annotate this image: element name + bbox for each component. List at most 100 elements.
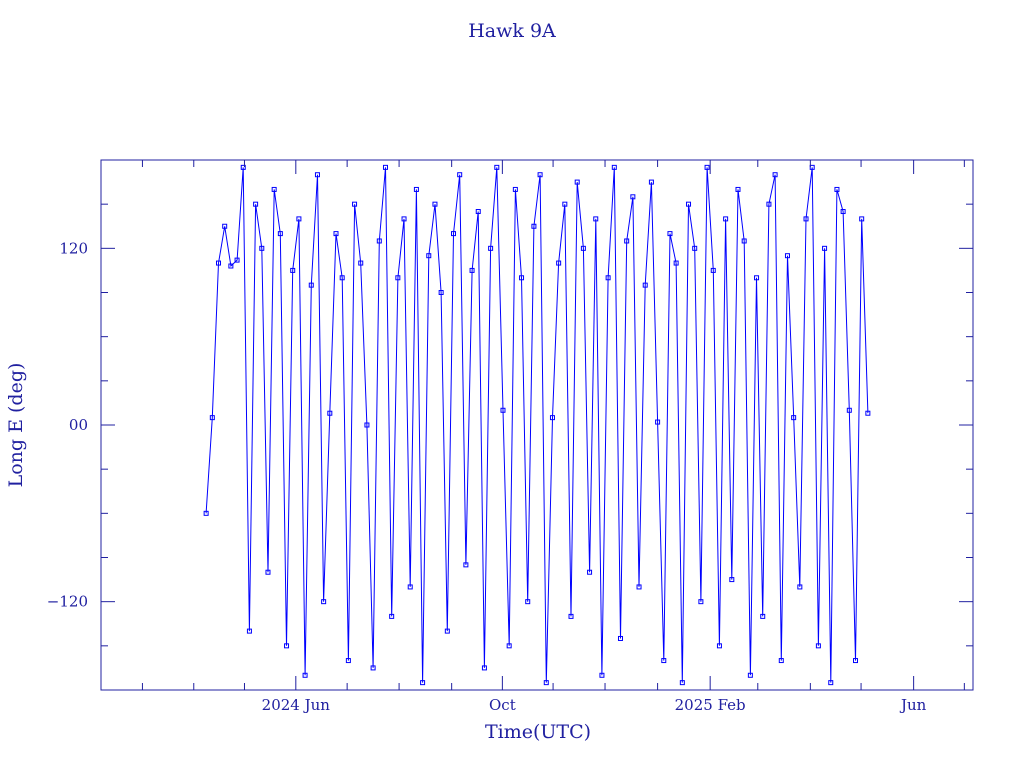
data-point	[661, 658, 667, 664]
data-point	[729, 577, 735, 583]
data-point	[426, 253, 432, 259]
data-point	[333, 231, 339, 237]
data-point	[228, 263, 234, 269]
data-point	[339, 275, 345, 281]
data-point	[463, 562, 469, 568]
data-point	[314, 172, 320, 178]
data-point	[475, 209, 481, 215]
data-point	[413, 186, 419, 192]
y-axis-label: Long E (deg)	[5, 363, 27, 488]
data-point	[605, 275, 611, 281]
data-point	[834, 186, 840, 192]
data-point	[846, 407, 852, 413]
data-point	[308, 282, 314, 288]
data-point	[370, 665, 376, 671]
data-point	[519, 275, 525, 281]
x-tick-label: Jun	[899, 696, 927, 714]
data-point	[766, 201, 772, 207]
data-point	[704, 164, 710, 170]
data-point	[376, 238, 382, 244]
data-point	[240, 164, 246, 170]
data-point	[667, 231, 673, 237]
data-point	[840, 209, 846, 215]
data-point	[488, 245, 494, 251]
x-axis-label: Time(UTC)	[485, 721, 591, 743]
data-point	[296, 216, 302, 222]
data-point	[512, 186, 518, 192]
data-point	[352, 201, 358, 207]
data-point	[698, 599, 704, 605]
data-point	[389, 613, 395, 619]
data-point	[735, 186, 741, 192]
plot-area	[203, 164, 871, 686]
data-point	[407, 584, 413, 590]
data-point	[382, 164, 388, 170]
data-point	[692, 245, 698, 251]
data-point	[568, 613, 574, 619]
data-point	[345, 658, 351, 664]
data-point	[828, 680, 834, 686]
data-point	[797, 584, 803, 590]
data-point	[852, 658, 858, 664]
data-point	[358, 260, 364, 266]
data-point	[209, 415, 215, 421]
data-point	[500, 407, 506, 413]
data-point	[302, 672, 308, 678]
data-point	[716, 643, 722, 649]
data-point	[655, 419, 661, 425]
data-point	[710, 267, 716, 273]
data-point	[636, 584, 642, 590]
plot-frame	[100, 159, 974, 691]
y-tick-label: 00	[69, 416, 88, 434]
data-point	[648, 179, 654, 185]
data-point	[815, 643, 821, 649]
y-tick-label: −120	[47, 593, 88, 611]
data-point	[481, 665, 487, 671]
data-point	[531, 223, 537, 229]
data-point	[203, 510, 209, 516]
data-point	[791, 415, 797, 421]
data-point	[822, 245, 828, 251]
data-point	[859, 216, 865, 222]
data-point	[611, 164, 617, 170]
data-point	[865, 410, 871, 416]
data-point	[457, 172, 463, 178]
data-point	[222, 223, 228, 229]
data-point	[803, 216, 809, 222]
x-tick-label: 2024 Jun	[262, 696, 331, 714]
data-line	[205, 167, 869, 683]
data-point	[265, 569, 271, 575]
data-point	[617, 635, 623, 641]
data-point	[494, 164, 500, 170]
data-point	[624, 238, 630, 244]
data-point	[679, 680, 685, 686]
data-point	[537, 172, 543, 178]
data-point	[543, 680, 549, 686]
data-point	[630, 194, 636, 200]
data-point	[271, 186, 277, 192]
data-point	[772, 172, 778, 178]
data-point	[395, 275, 401, 281]
x-tick-label: 2025 Feb	[675, 696, 746, 714]
data-point	[784, 253, 790, 259]
data-point	[673, 260, 679, 266]
data-point	[259, 245, 265, 251]
data-point	[506, 643, 512, 649]
data-point	[290, 267, 296, 273]
data-point	[760, 613, 766, 619]
data-point	[754, 275, 760, 281]
chart-title: Hawk 9A	[468, 20, 556, 42]
data-point	[284, 643, 290, 649]
data-point	[562, 201, 568, 207]
data-point	[587, 569, 593, 575]
data-point	[778, 658, 784, 664]
data-point	[549, 415, 555, 421]
data-point	[593, 216, 599, 222]
data-point	[432, 201, 438, 207]
data-point	[525, 599, 531, 605]
data-point	[686, 201, 692, 207]
data-point	[469, 267, 475, 273]
data-point	[364, 422, 370, 428]
data-point	[451, 231, 457, 237]
data-point	[599, 672, 605, 678]
